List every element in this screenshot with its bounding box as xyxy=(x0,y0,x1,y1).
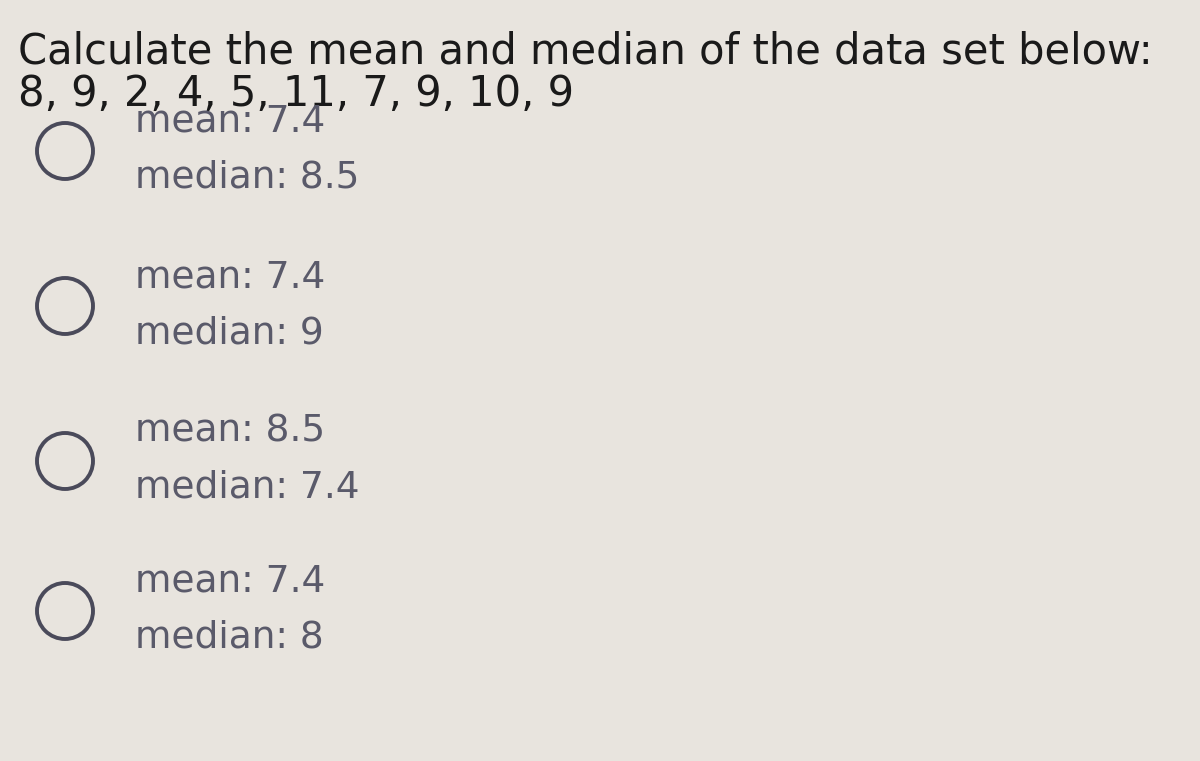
Text: mean: 7.4: mean: 7.4 xyxy=(134,104,325,140)
Text: 8, 9, 2, 4, 5, 11, 7, 9, 10, 9: 8, 9, 2, 4, 5, 11, 7, 9, 10, 9 xyxy=(18,73,574,115)
Text: mean: 7.4: mean: 7.4 xyxy=(134,564,325,600)
Text: mean: 8.5: mean: 8.5 xyxy=(134,414,325,450)
Text: median: 7.4: median: 7.4 xyxy=(134,470,360,506)
Text: median: 8.5: median: 8.5 xyxy=(134,160,359,196)
Text: median: 8: median: 8 xyxy=(134,620,324,656)
Text: median: 9: median: 9 xyxy=(134,315,324,351)
Text: mean: 7.4: mean: 7.4 xyxy=(134,259,325,295)
Text: Calculate the mean and median of the data set below:: Calculate the mean and median of the dat… xyxy=(18,31,1153,73)
